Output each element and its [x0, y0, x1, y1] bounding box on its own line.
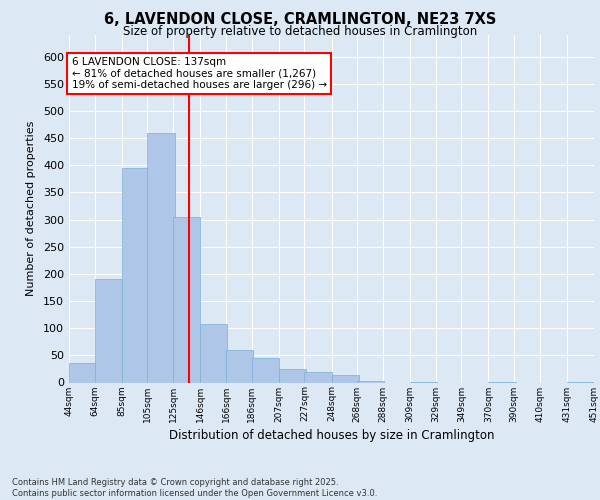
Text: Size of property relative to detached houses in Cramlington: Size of property relative to detached ho… — [123, 25, 477, 38]
Bar — [200, 324, 227, 382]
Bar — [122, 168, 149, 382]
Bar — [357, 381, 384, 382]
X-axis label: Distribution of detached houses by size in Cramlington: Distribution of detached houses by size … — [169, 428, 494, 442]
Bar — [148, 132, 175, 382]
Text: 6, LAVENDON CLOSE, CRAMLINGTON, NE23 7XS: 6, LAVENDON CLOSE, CRAMLINGTON, NE23 7XS — [104, 12, 496, 28]
Bar — [95, 280, 122, 382]
Bar — [69, 364, 96, 382]
Y-axis label: Number of detached properties: Number of detached properties — [26, 121, 36, 296]
Bar — [252, 358, 279, 382]
Text: Contains HM Land Registry data © Crown copyright and database right 2025.
Contai: Contains HM Land Registry data © Crown c… — [12, 478, 377, 498]
Bar — [173, 217, 200, 382]
Bar — [304, 372, 331, 382]
Text: 6 LAVENDON CLOSE: 137sqm
← 81% of detached houses are smaller (1,267)
19% of sem: 6 LAVENDON CLOSE: 137sqm ← 81% of detach… — [71, 56, 326, 90]
Bar — [279, 369, 306, 382]
Bar — [226, 350, 253, 382]
Bar — [331, 375, 359, 382]
